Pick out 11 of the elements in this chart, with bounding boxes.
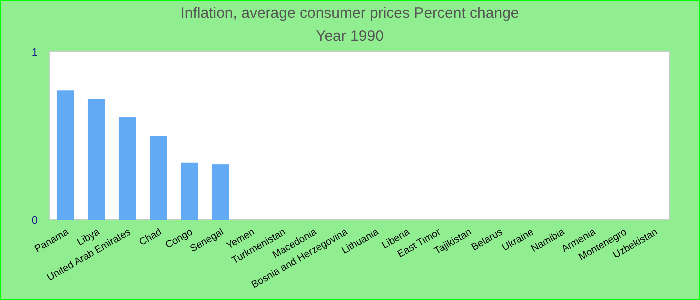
bar xyxy=(180,162,198,220)
x-tick-label: Chad xyxy=(138,227,164,249)
y-tick-label: 1 xyxy=(32,47,38,59)
bar xyxy=(150,136,168,220)
bar xyxy=(56,90,74,220)
chart-title: Inflation, average consumer prices Percent change xyxy=(180,5,520,22)
y-tick-label: 0 xyxy=(32,215,38,227)
chart-subtitle: Year 1990 xyxy=(316,28,384,45)
bar xyxy=(118,118,136,220)
bar xyxy=(212,164,230,220)
bar xyxy=(88,99,106,220)
